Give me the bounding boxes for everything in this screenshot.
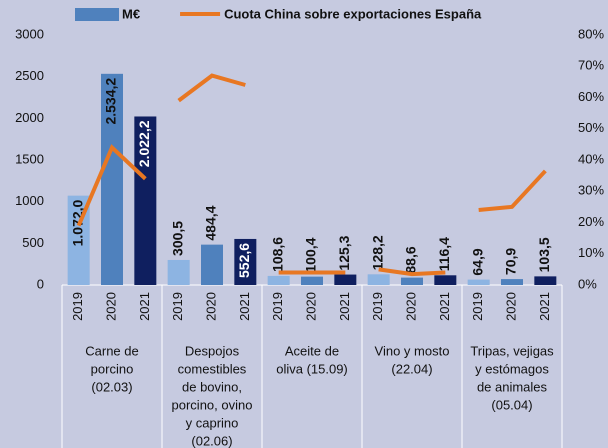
group-label: porcino <box>91 361 134 376</box>
value-label: 88,6 <box>403 246 419 273</box>
y-tick-label: 2500 <box>15 68 44 83</box>
value-label: 128,2 <box>369 235 385 270</box>
bar <box>101 73 123 285</box>
line-segment <box>378 267 446 277</box>
x-tick-label: 2021 <box>437 292 452 321</box>
value-label: 1.072,0 <box>69 199 85 246</box>
line-segment <box>478 169 547 212</box>
y2-tick-label: 10% <box>578 245 604 260</box>
x-tick-label: 2021 <box>537 292 552 321</box>
group-label: (22.04) <box>391 361 432 376</box>
value-label: 2.022,2 <box>136 120 152 167</box>
group-label: porcino, ovino <box>172 397 253 412</box>
y2-tick-label: 40% <box>578 151 604 166</box>
y-tick-label: 0 <box>37 276 44 291</box>
group-label: y estómagos <box>475 361 549 376</box>
bar <box>467 279 490 285</box>
value-label: 300,5 <box>169 221 185 256</box>
value-label: 103,5 <box>536 237 552 272</box>
legend-swatch <box>75 8 119 21</box>
bar <box>234 238 257 285</box>
bar <box>301 276 323 285</box>
x-tick-label: 2020 <box>303 292 318 321</box>
x-tick-label: 2020 <box>203 292 218 321</box>
y2-tick-label: 20% <box>578 214 604 229</box>
x-tick-label: 2019 <box>470 292 485 321</box>
bar <box>267 275 290 285</box>
value-label: 70,9 <box>503 248 519 275</box>
group-label: de bovino, <box>182 379 242 394</box>
group-label: de animales <box>477 379 548 394</box>
y-tick-label: 1500 <box>15 151 44 166</box>
value-label: 64,9 <box>469 248 485 275</box>
bar <box>367 274 390 285</box>
x-tick-label: 2019 <box>170 292 185 321</box>
y-tick-label: 2000 <box>15 110 44 125</box>
bar <box>501 279 523 285</box>
x-tick-label: 2021 <box>137 292 152 321</box>
x-tick-label: 2019 <box>70 292 85 321</box>
group-label: Aceite de <box>285 343 339 358</box>
bar <box>334 274 357 285</box>
y2-tick-label: 0% <box>578 276 597 291</box>
y2-tick-label: 70% <box>578 58 604 73</box>
legend-label: Cuota China sobre exportaciones España <box>224 6 482 21</box>
group-label: Despojos <box>185 343 240 358</box>
group-label: (02.03) <box>91 379 132 394</box>
group-label: oliva (15.09) <box>276 361 348 376</box>
y-tick-label: 500 <box>22 235 44 250</box>
value-label: 2.534,2 <box>103 78 119 125</box>
group-label: (05.04) <box>491 397 532 412</box>
y2-tick-label: 80% <box>578 26 604 41</box>
value-label: 100,4 <box>303 237 319 272</box>
x-tick-label: 2020 <box>503 292 518 321</box>
line-segment <box>177 73 246 103</box>
x-tick-label: 2020 <box>403 292 418 321</box>
group-label: Vino y mosto <box>375 343 450 358</box>
x-tick-label: 2020 <box>103 292 118 321</box>
bar <box>134 116 157 285</box>
y-tick-label: 1000 <box>15 193 44 208</box>
x-tick-label: 2021 <box>337 292 352 321</box>
value-label: 108,6 <box>269 237 285 272</box>
group-label: y caprino <box>186 415 239 430</box>
y2-tick-label: 30% <box>578 183 604 198</box>
line-segment <box>76 144 147 227</box>
x-tick-label: 2019 <box>270 292 285 321</box>
value-label: 125,3 <box>336 235 352 270</box>
bar <box>534 276 557 285</box>
value-label: 116,4 <box>436 237 452 271</box>
y2-tick-label: 60% <box>578 89 604 104</box>
group-label: Tripas, vejigas <box>470 343 554 358</box>
value-label: 484,4 <box>203 205 219 240</box>
bar <box>401 277 423 285</box>
bar <box>434 275 457 285</box>
x-tick-label: 2021 <box>237 292 252 321</box>
group-label: Carne de <box>85 343 138 358</box>
bar <box>67 195 90 285</box>
x-tick-label: 2019 <box>370 292 385 321</box>
group-label: (02.06) <box>191 433 232 448</box>
legend-label: M€ <box>122 6 140 21</box>
bar <box>201 244 223 285</box>
y2-tick-label: 50% <box>578 120 604 135</box>
group-label: comestibles <box>178 361 247 376</box>
value-label: 552,6 <box>236 243 252 278</box>
bar <box>167 259 190 285</box>
y-tick-label: 3000 <box>15 26 44 41</box>
